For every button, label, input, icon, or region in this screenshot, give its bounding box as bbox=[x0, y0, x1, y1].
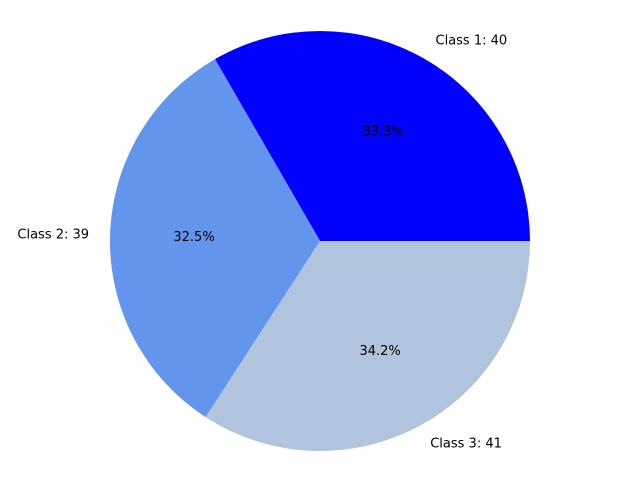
pie-slices bbox=[109, 30, 530, 451]
percent-label-2: 32.5% bbox=[173, 230, 214, 245]
percent-label-1: 33.3% bbox=[362, 124, 403, 139]
pie-slice-3 bbox=[205, 241, 530, 451]
slice-labels: Class 1: 40 Class 2: 39 Class 3: 41 bbox=[17, 33, 507, 451]
pie-slice-2 bbox=[109, 59, 321, 418]
slice-label-1: Class 1: 40 bbox=[436, 33, 508, 48]
slice-label-3: Class 3: 41 bbox=[430, 437, 502, 452]
percent-label-3: 34.2% bbox=[359, 344, 400, 359]
pie-slice-1 bbox=[215, 30, 530, 241]
slice-label-2: Class 2: 39 bbox=[17, 227, 89, 242]
percent-labels: 33.3% 32.5% 34.2% bbox=[173, 124, 403, 359]
